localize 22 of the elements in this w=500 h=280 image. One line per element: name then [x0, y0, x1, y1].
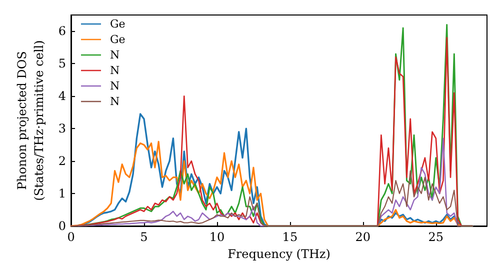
y-tick-label: 5 — [58, 56, 66, 71]
y-axis-title: Phonon projected DOS (States/THz·primitive cell) — [14, 40, 46, 201]
x-tick-label: 25 — [428, 230, 444, 244]
x-tick-label: 10 — [209, 230, 225, 244]
line-series — [70, 170, 473, 227]
y-tick-label: 1 — [58, 186, 66, 201]
x-tick-label: 20 — [355, 230, 371, 244]
y-tick-label: 6 — [58, 24, 66, 38]
legend-label: N — [110, 64, 120, 77]
legend-label: N — [110, 48, 120, 62]
legend-label: N — [110, 80, 120, 92]
x-tick-label: 15 — [282, 230, 298, 244]
y-tick-label: 2 — [58, 154, 66, 168]
y-tick-label: 4 — [58, 89, 66, 104]
y-tick-label: 3 — [58, 122, 66, 136]
x-tick-label: 0 — [67, 230, 75, 244]
legend-label: N — [110, 95, 120, 108]
y-tick-label: 0 — [58, 219, 66, 233]
x-tick-label: 5 — [140, 230, 148, 244]
legend-label: Ge — [110, 18, 126, 30]
x-axis-title: Frequency (THz) — [228, 247, 330, 261]
legend-label: Ge — [110, 33, 126, 46]
